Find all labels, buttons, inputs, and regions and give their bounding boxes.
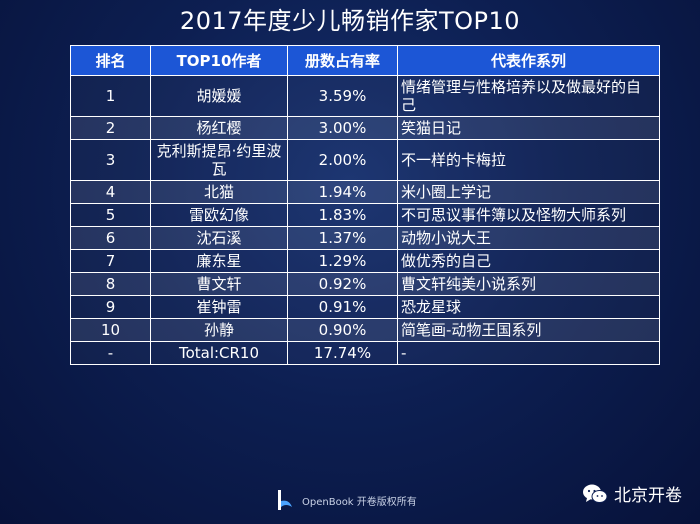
cell-rank: 8 — [70, 272, 151, 296]
table-header-row: 排名 TOP10作者 册数占有率 代表作系列 — [70, 45, 660, 76]
cell-series: 米小圈上学记 — [397, 180, 660, 204]
table-row: - Total:CR10 17.74% - — [70, 341, 660, 365]
cell-rank: 7 — [70, 249, 151, 273]
cell-rank: 9 — [70, 295, 151, 319]
cell-rank: 1 — [70, 75, 151, 117]
cell-series: - — [397, 341, 660, 365]
cell-share: 3.00% — [287, 116, 398, 140]
cell-share: 1.37% — [287, 226, 398, 250]
table-row: 9 崔钟雷 0.91% 恐龙星球 — [70, 295, 660, 319]
cell-share: 2.00% — [287, 139, 398, 181]
header-share: 册数占有率 — [287, 45, 398, 76]
cell-share: 0.92% — [287, 272, 398, 296]
cell-rank: 4 — [70, 180, 151, 204]
cell-share: 0.90% — [287, 318, 398, 342]
table-row: 6 沈石溪 1.37% 动物小说大王 — [70, 226, 660, 250]
cell-share: 0.91% — [287, 295, 398, 319]
header-rank: 排名 — [70, 45, 151, 76]
cell-rank: 6 — [70, 226, 151, 250]
cell-author: 孙静 — [150, 318, 288, 342]
header-series: 代表作系列 — [397, 45, 660, 76]
cell-author: 沈石溪 — [150, 226, 288, 250]
cell-rank: 5 — [70, 203, 151, 227]
cell-series: 不一样的卡梅拉 — [397, 139, 660, 181]
openbook-logo-icon — [278, 490, 292, 510]
table-row: 3 克利斯提昂·约里波瓦 2.00% 不一样的卡梅拉 — [70, 139, 660, 181]
cell-author: 杨红樱 — [150, 116, 288, 140]
cell-author: 克利斯提昂·约里波瓦 — [150, 139, 288, 181]
chart-title: 2017年度少儿畅销作家TOP10 — [179, 7, 521, 35]
cell-rank: 2 — [70, 116, 151, 140]
cell-series: 曹文轩纯美小说系列 — [397, 272, 660, 296]
table-row: 8 曹文轩 0.92% 曹文轩纯美小说系列 — [70, 272, 660, 296]
table-row: 5 雷欧幻像 1.83% 不可思议事件簿以及怪物大师系列 — [70, 203, 660, 227]
cell-rank: 3 — [70, 139, 151, 181]
table-row: 1 胡媛媛 3.59% 情绪管理与性格培养以及做最好的自己 — [70, 75, 660, 117]
cell-share: 3.59% — [287, 75, 398, 117]
cell-author: 北猫 — [150, 180, 288, 204]
footer-copyright: OpenBook 开卷版权所有 — [302, 496, 417, 508]
cell-author: 曹文轩 — [150, 272, 288, 296]
table-body: 1 胡媛媛 3.59% 情绪管理与性格培养以及做最好的自己 2 杨红樱 3.00% 笑猫日记 3… — [70, 75, 660, 365]
cell-series: 情绪管理与性格培养以及做最好的自己 — [397, 75, 660, 117]
cell-series: 简笔画-动物王国系列 — [397, 318, 660, 342]
table-row: 2 杨红樱 3.00% 笑猫日记 — [70, 116, 660, 140]
cell-author: 胡媛媛 — [150, 75, 288, 117]
cell-author: 崔钟雷 — [150, 295, 288, 319]
cell-share: 1.29% — [287, 249, 398, 273]
cell-series: 笑猫日记 — [397, 116, 660, 140]
header-author: TOP10作者 — [150, 45, 288, 76]
cell-share: 1.83% — [287, 203, 398, 227]
table-row: 4 北猫 1.94% 米小圈上学记 — [70, 180, 660, 204]
cell-author: Total:CR10 — [150, 341, 288, 365]
cell-series: 恐龙星球 — [397, 295, 660, 319]
cell-share: 17.74% — [287, 341, 398, 365]
wechat-icon — [583, 484, 608, 503]
ranking-table: 排名 TOP10作者 册数占有率 代表作系列 1 胡媛媛 3.59% 情绪管理与性格培… — [70, 45, 660, 365]
footer: OpenBook 开卷版权所有 — [270, 487, 417, 513]
table-row: 7 廉东星 1.29% 做优秀的自己 — [70, 249, 660, 273]
cell-author: 雷欧幻像 — [150, 203, 288, 227]
cell-rank: - — [70, 341, 151, 365]
cell-series: 做优秀的自己 — [397, 249, 660, 273]
cell-author: 廉东星 — [150, 249, 288, 273]
cell-series: 动物小说大王 — [397, 226, 660, 250]
brand-name: 北京开卷 — [614, 486, 682, 506]
cell-share: 1.94% — [287, 180, 398, 204]
cell-rank: 10 — [70, 318, 151, 342]
table-row: 10 孙静 0.90% 简笔画-动物王国系列 — [70, 318, 660, 342]
cell-series: 不可思议事件簿以及怪物大师系列 — [397, 203, 660, 227]
brand-mark: 北京开卷 — [582, 481, 682, 506]
